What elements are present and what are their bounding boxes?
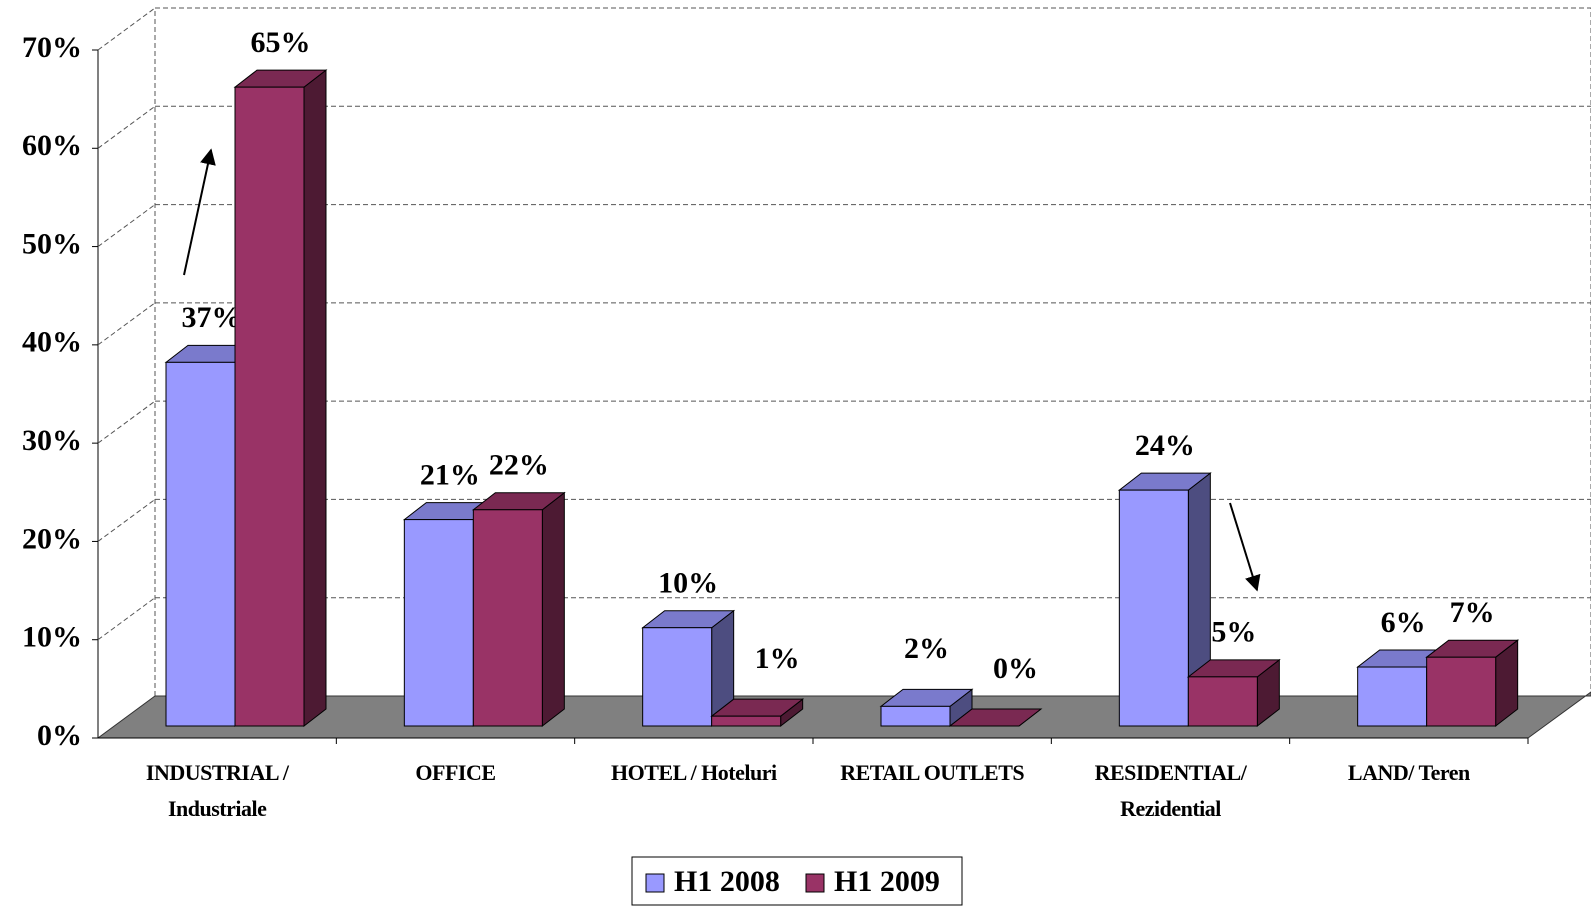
- grid-line: [97, 204, 156, 247]
- bar-group: 65%: [233, 26, 328, 728]
- value-label: 37%: [182, 301, 242, 334]
- legend-items: H1 2008 H1 2009: [645, 865, 940, 898]
- bar-group: 10%: [641, 567, 736, 728]
- value-label: 0%: [993, 652, 1038, 685]
- legend: [631, 856, 963, 906]
- arrow-up: [183, 148, 216, 276]
- y-tick-label: 50%: [22, 227, 82, 260]
- legend-label: H1 2008: [674, 865, 780, 898]
- bar-group: 22%: [471, 449, 566, 728]
- bar: [880, 705, 951, 727]
- bar-group: 2%: [879, 632, 974, 728]
- bar: [165, 361, 236, 727]
- bar-group: 0%: [948, 652, 1043, 727]
- value-label: 5%: [1211, 616, 1256, 649]
- value-label: 6%: [1381, 606, 1426, 639]
- bar: [234, 86, 305, 727]
- x-tick-label: INDUSTRIAL / Industriale: [145, 760, 289, 821]
- bar: [642, 627, 713, 727]
- x-tick-label-box: HOTEL / Hoteluri: [611, 760, 777, 785]
- x-tick-label: LAND/ Teren: [1347, 760, 1470, 785]
- value-label: 1%: [755, 642, 800, 675]
- bar-group: 24%: [1117, 429, 1212, 728]
- y-tick-label: 10%: [22, 621, 82, 654]
- grid-line: [97, 597, 156, 641]
- y-tick-label: 0%: [37, 719, 82, 752]
- x-tick-label-box: OFFICE: [415, 760, 496, 785]
- x-tick-label-box: LAND/ Teren: [1347, 760, 1470, 785]
- value-label: 7%: [1450, 596, 1495, 629]
- bar: [1426, 656, 1497, 727]
- bar: [711, 715, 782, 727]
- x-tick-label-box: INDUSTRIAL / Industriale: [145, 760, 289, 821]
- back-wall: [154, 7, 1591, 697]
- bar: [1187, 676, 1258, 727]
- grid-line: [97, 499, 156, 542]
- bar-side: [541, 491, 565, 728]
- bar: [1357, 666, 1428, 727]
- grid-line: [97, 400, 156, 444]
- bar-side: [303, 69, 327, 728]
- value-label: 10%: [658, 567, 718, 600]
- legend-label: H1 2009: [834, 865, 940, 898]
- value-label: 24%: [1135, 429, 1195, 462]
- legend-swatch: [645, 873, 665, 893]
- x-tick-label: RETAIL OUTLETS: [840, 760, 1025, 785]
- legend-swatch: [805, 873, 825, 893]
- y-tick-label: 40%: [22, 326, 82, 359]
- y-tick-label: 70%: [22, 31, 82, 64]
- value-label: 22%: [489, 449, 549, 482]
- x-tick-label-box: RETAIL OUTLETS: [840, 760, 1025, 785]
- y-tick-label: 30%: [22, 424, 82, 457]
- value-label: 65%: [251, 26, 311, 59]
- x-tick-label: HOTEL / Hoteluri: [611, 760, 777, 785]
- x-tick-label: OFFICE: [415, 760, 496, 785]
- y-tick-label: 20%: [22, 522, 82, 555]
- grid-line: [97, 105, 156, 149]
- x-tick-label-box: RESIDENTIAL/ Rezidential: [1094, 760, 1247, 821]
- value-label: 21%: [420, 458, 480, 491]
- y-tick-label: 60%: [22, 129, 82, 162]
- bar: [403, 519, 474, 727]
- arrow-down: [1229, 502, 1261, 592]
- plot: 37% 65% 21% 22% 10% 1% 2% 0% 24% 5% 6% 7%: [97, 7, 1591, 728]
- bar-group: 7%: [1425, 596, 1520, 728]
- grid-line: [97, 7, 156, 51]
- bar-group: 1%: [710, 642, 805, 728]
- x-tick-label: RESIDENTIAL/ Rezidential: [1094, 760, 1247, 821]
- bar: [472, 509, 543, 727]
- grid-line: [97, 302, 156, 346]
- bar-group: 5%: [1186, 616, 1281, 728]
- bar-top: [948, 708, 1043, 727]
- bar: [1118, 489, 1189, 727]
- value-label: 2%: [904, 632, 949, 665]
